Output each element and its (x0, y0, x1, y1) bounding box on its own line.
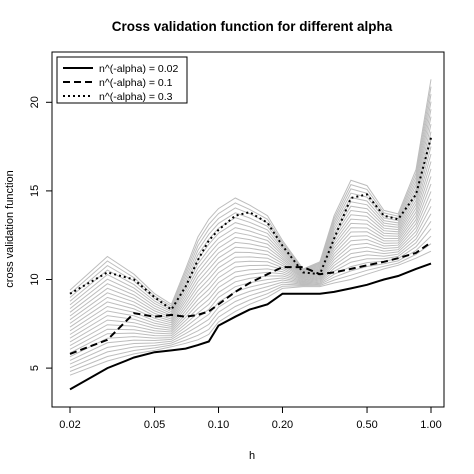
background-curve (69, 86, 432, 307)
y-tick-label: 10 (29, 273, 41, 285)
legend: n^(-alpha) = 0.02 n^(-alpha) = 0.1 n^(-alp… (56, 56, 188, 104)
x-axis-label: h (249, 450, 255, 462)
background-curve (69, 176, 432, 339)
y-tick-label: 15 (29, 185, 41, 197)
background-curve (69, 213, 432, 358)
background-curve (69, 228, 432, 365)
x-tick-label: 0.10 (208, 419, 229, 431)
background-curve (69, 168, 432, 335)
legend-label: n^(-alpha) = 0.3 (99, 91, 173, 103)
background-curve (69, 161, 432, 332)
legend-label: n^(-alpha) = 0.1 (99, 77, 173, 89)
background-curve (69, 153, 432, 328)
background-curve (69, 101, 432, 311)
y-tick-label: 20 (29, 96, 41, 108)
background-curve (69, 138, 432, 321)
y-axis: 5 10 15 20 (29, 96, 53, 371)
background-curve (69, 250, 432, 376)
background-curve (69, 109, 432, 313)
background-curve (69, 183, 432, 343)
background-curve (69, 123, 432, 317)
x-tick-label: 0.50 (356, 419, 377, 431)
x-tick-label: 1.00 (420, 419, 441, 431)
background-curve (69, 79, 432, 306)
series-line (69, 137, 432, 312)
background-curve (69, 116, 432, 315)
x-tick-label: 0.02 (59, 419, 80, 431)
background-curve (69, 94, 432, 309)
y-axis-label: cross validation function (4, 170, 16, 287)
background-curve (69, 191, 432, 347)
background-curve (69, 131, 432, 318)
plot-frame (51, 51, 445, 408)
x-tick-label: 0.05 (144, 419, 165, 431)
background-curve (69, 243, 432, 372)
background-curve (69, 206, 432, 354)
legend-label: n^(-alpha) = 0.02 (99, 63, 179, 75)
plot-area (69, 79, 432, 391)
series-line (69, 241, 432, 355)
chart-title: Cross validation function for different … (112, 19, 393, 34)
background-curve (69, 221, 432, 361)
series-line (69, 262, 432, 391)
x-axis: 0.02 0.05 0.10 0.20 0.50 1.00 (59, 406, 442, 431)
y-tick-label: 5 (29, 365, 41, 371)
background-curve (69, 146, 432, 324)
background-curve (69, 198, 432, 350)
x-tick-label: 0.20 (272, 419, 293, 431)
background-curve (69, 235, 432, 369)
